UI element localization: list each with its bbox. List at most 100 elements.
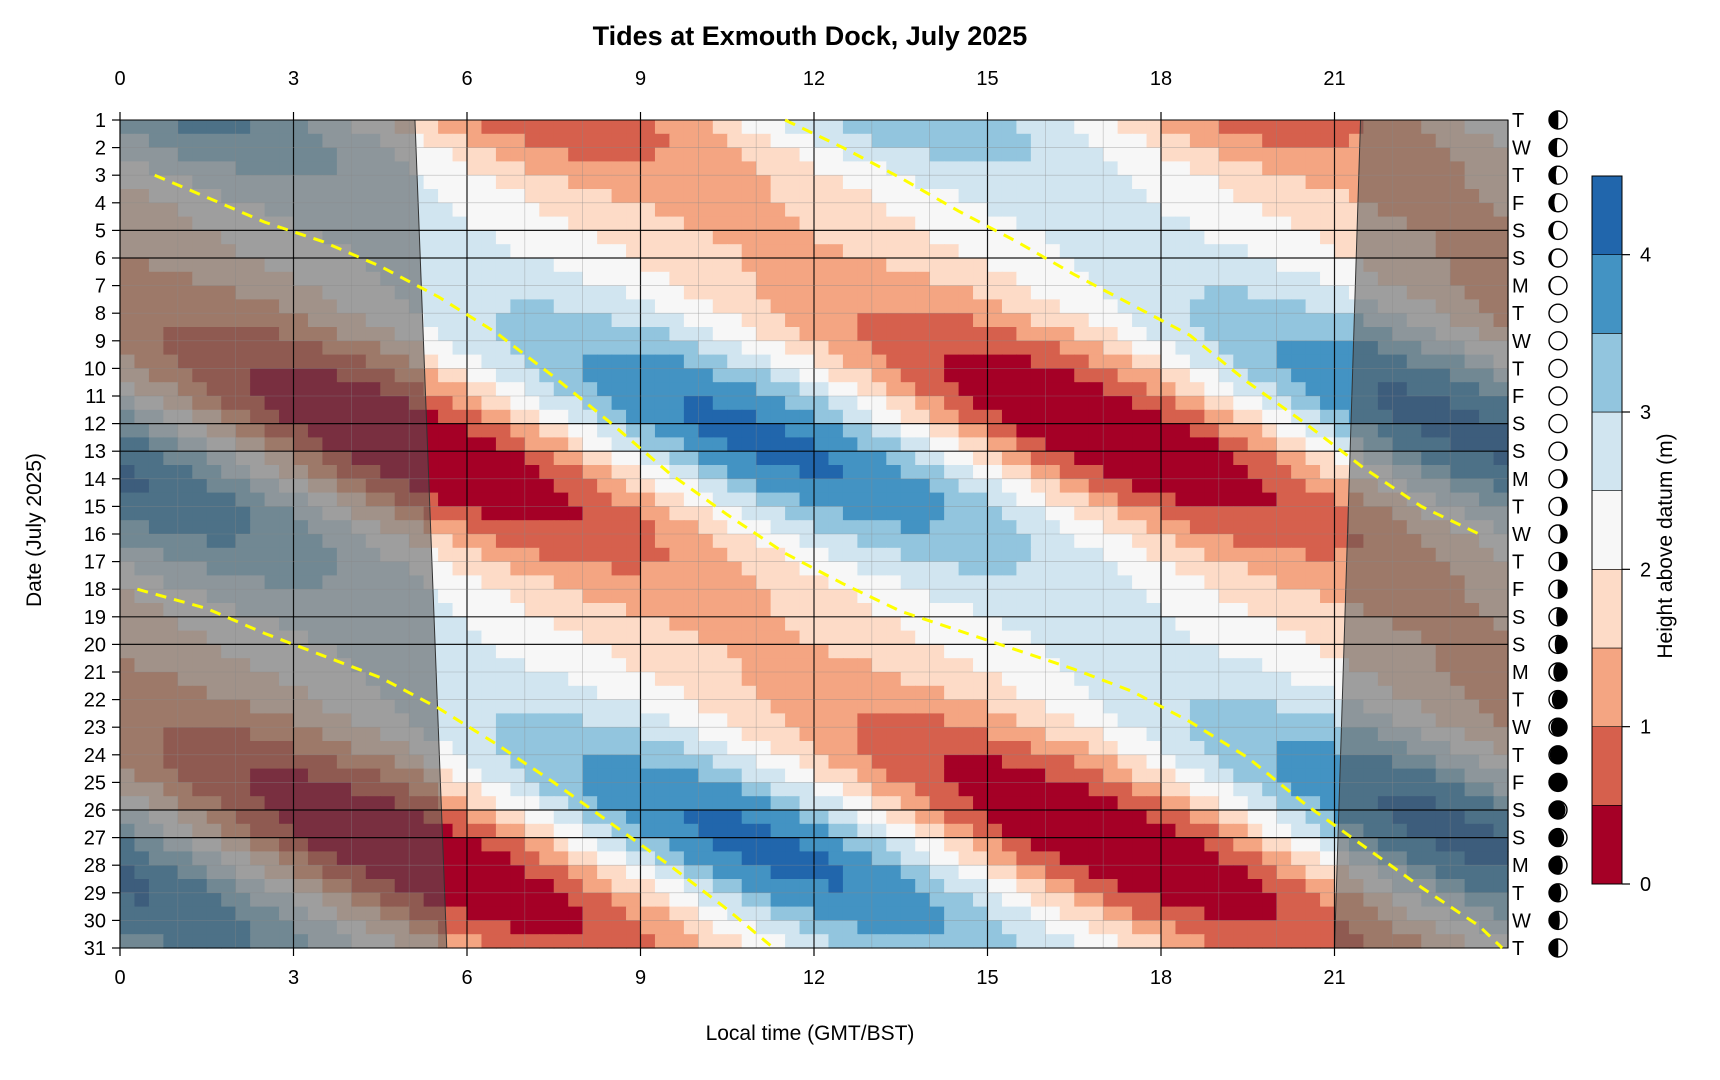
tide-cell — [741, 133, 757, 149]
tide-cell — [1161, 202, 1177, 218]
tide-cell — [1059, 423, 1075, 438]
tide-cell — [973, 506, 989, 521]
tide-cell — [582, 727, 598, 742]
tide-cell — [886, 285, 902, 300]
tide-cell — [611, 230, 627, 245]
tide-cell — [626, 133, 642, 149]
tide-cell — [597, 175, 613, 190]
tide-cell — [871, 713, 887, 728]
tide-cell — [582, 437, 598, 452]
tide-cell — [423, 147, 439, 162]
tide-cell — [698, 202, 714, 218]
tide-cell — [958, 230, 974, 245]
tide-cell — [929, 120, 945, 135]
tide-cell — [597, 216, 613, 231]
tide-cell — [756, 616, 772, 632]
tide-cell — [698, 478, 714, 494]
tide-cell — [828, 244, 844, 259]
tide-cell — [886, 658, 902, 673]
tide-cell — [727, 189, 743, 204]
tide-cell — [900, 423, 916, 438]
tide-cell — [1059, 327, 1075, 342]
tide-cell — [582, 409, 598, 425]
tide-cell — [553, 492, 569, 507]
tide-cell — [1320, 230, 1336, 245]
tide-cell — [452, 589, 468, 604]
tide-cell — [423, 230, 439, 245]
tide-cell — [626, 492, 642, 507]
tide-cell — [828, 327, 844, 342]
tide-cell — [886, 754, 902, 770]
tide-cell — [944, 506, 960, 521]
tide-cell — [597, 823, 613, 839]
tide-cell — [1291, 216, 1307, 231]
tide-cell — [1045, 630, 1061, 645]
tide-cell — [597, 534, 613, 549]
tide-cell — [915, 699, 931, 714]
tide-cell — [1001, 258, 1018, 273]
tide-cell — [1103, 603, 1119, 618]
tide-cell — [929, 299, 945, 314]
tide-cell — [1059, 299, 1075, 314]
tide-cell — [1262, 230, 1278, 245]
tide-cell — [1291, 768, 1307, 783]
tide-cell — [973, 313, 989, 328]
tide-cell — [683, 340, 699, 356]
tide-cell — [1074, 685, 1090, 701]
tide-cell — [756, 630, 772, 645]
tide-cell — [553, 202, 569, 218]
tide-cell — [1001, 340, 1018, 356]
tide-cell — [467, 368, 483, 383]
tide-cell — [828, 478, 844, 494]
tide-cell — [1001, 727, 1018, 742]
tide-cell — [741, 175, 757, 190]
tide-cell — [1016, 699, 1032, 714]
tide-cell — [1146, 547, 1162, 563]
tide-cell — [568, 437, 584, 452]
tide-cell — [1146, 202, 1162, 218]
tide-cell — [1045, 699, 1061, 714]
tide-cell — [1218, 644, 1234, 659]
tide-cell — [698, 603, 714, 618]
tide-cell — [1218, 575, 1234, 590]
tide-cell — [814, 437, 830, 452]
tide-cell — [799, 685, 815, 701]
tide-cell — [770, 589, 786, 604]
tide-cell — [698, 423, 714, 438]
tide-cell — [1305, 437, 1321, 452]
tide-cell — [582, 589, 598, 604]
tide-cell — [871, 672, 887, 687]
tide-cell — [842, 423, 858, 438]
tide-cell — [857, 727, 873, 742]
tide-cell — [958, 244, 974, 259]
tide-cell — [495, 120, 511, 135]
tide-cell — [741, 313, 757, 328]
tide-cell — [1334, 506, 1350, 521]
tide-cell — [958, 644, 974, 659]
tide-cell — [524, 713, 540, 728]
tide-cell — [1030, 354, 1046, 369]
tide-cell — [1175, 258, 1191, 273]
tide-cell — [1189, 120, 1205, 135]
tide-cell — [640, 713, 656, 728]
tide-cell — [1218, 768, 1234, 783]
tide-cell — [799, 547, 815, 563]
tide-cell — [1016, 451, 1032, 466]
tide-cell — [452, 216, 468, 231]
tide-cell — [452, 175, 468, 190]
tide-cell — [510, 520, 526, 535]
tide-cell — [1161, 782, 1177, 797]
tide-cell — [1117, 561, 1133, 576]
tide-cell — [524, 423, 540, 438]
tide-cell — [1001, 520, 1018, 535]
tide-cell — [727, 465, 743, 480]
tide-cell — [539, 244, 555, 259]
tide-cell — [900, 741, 916, 756]
tide-cell — [944, 244, 960, 259]
tide-cell — [582, 327, 598, 342]
tide-cell — [553, 754, 569, 770]
tide-cell — [814, 451, 830, 466]
tide-cell — [1334, 354, 1350, 369]
tide-cell — [842, 796, 858, 811]
